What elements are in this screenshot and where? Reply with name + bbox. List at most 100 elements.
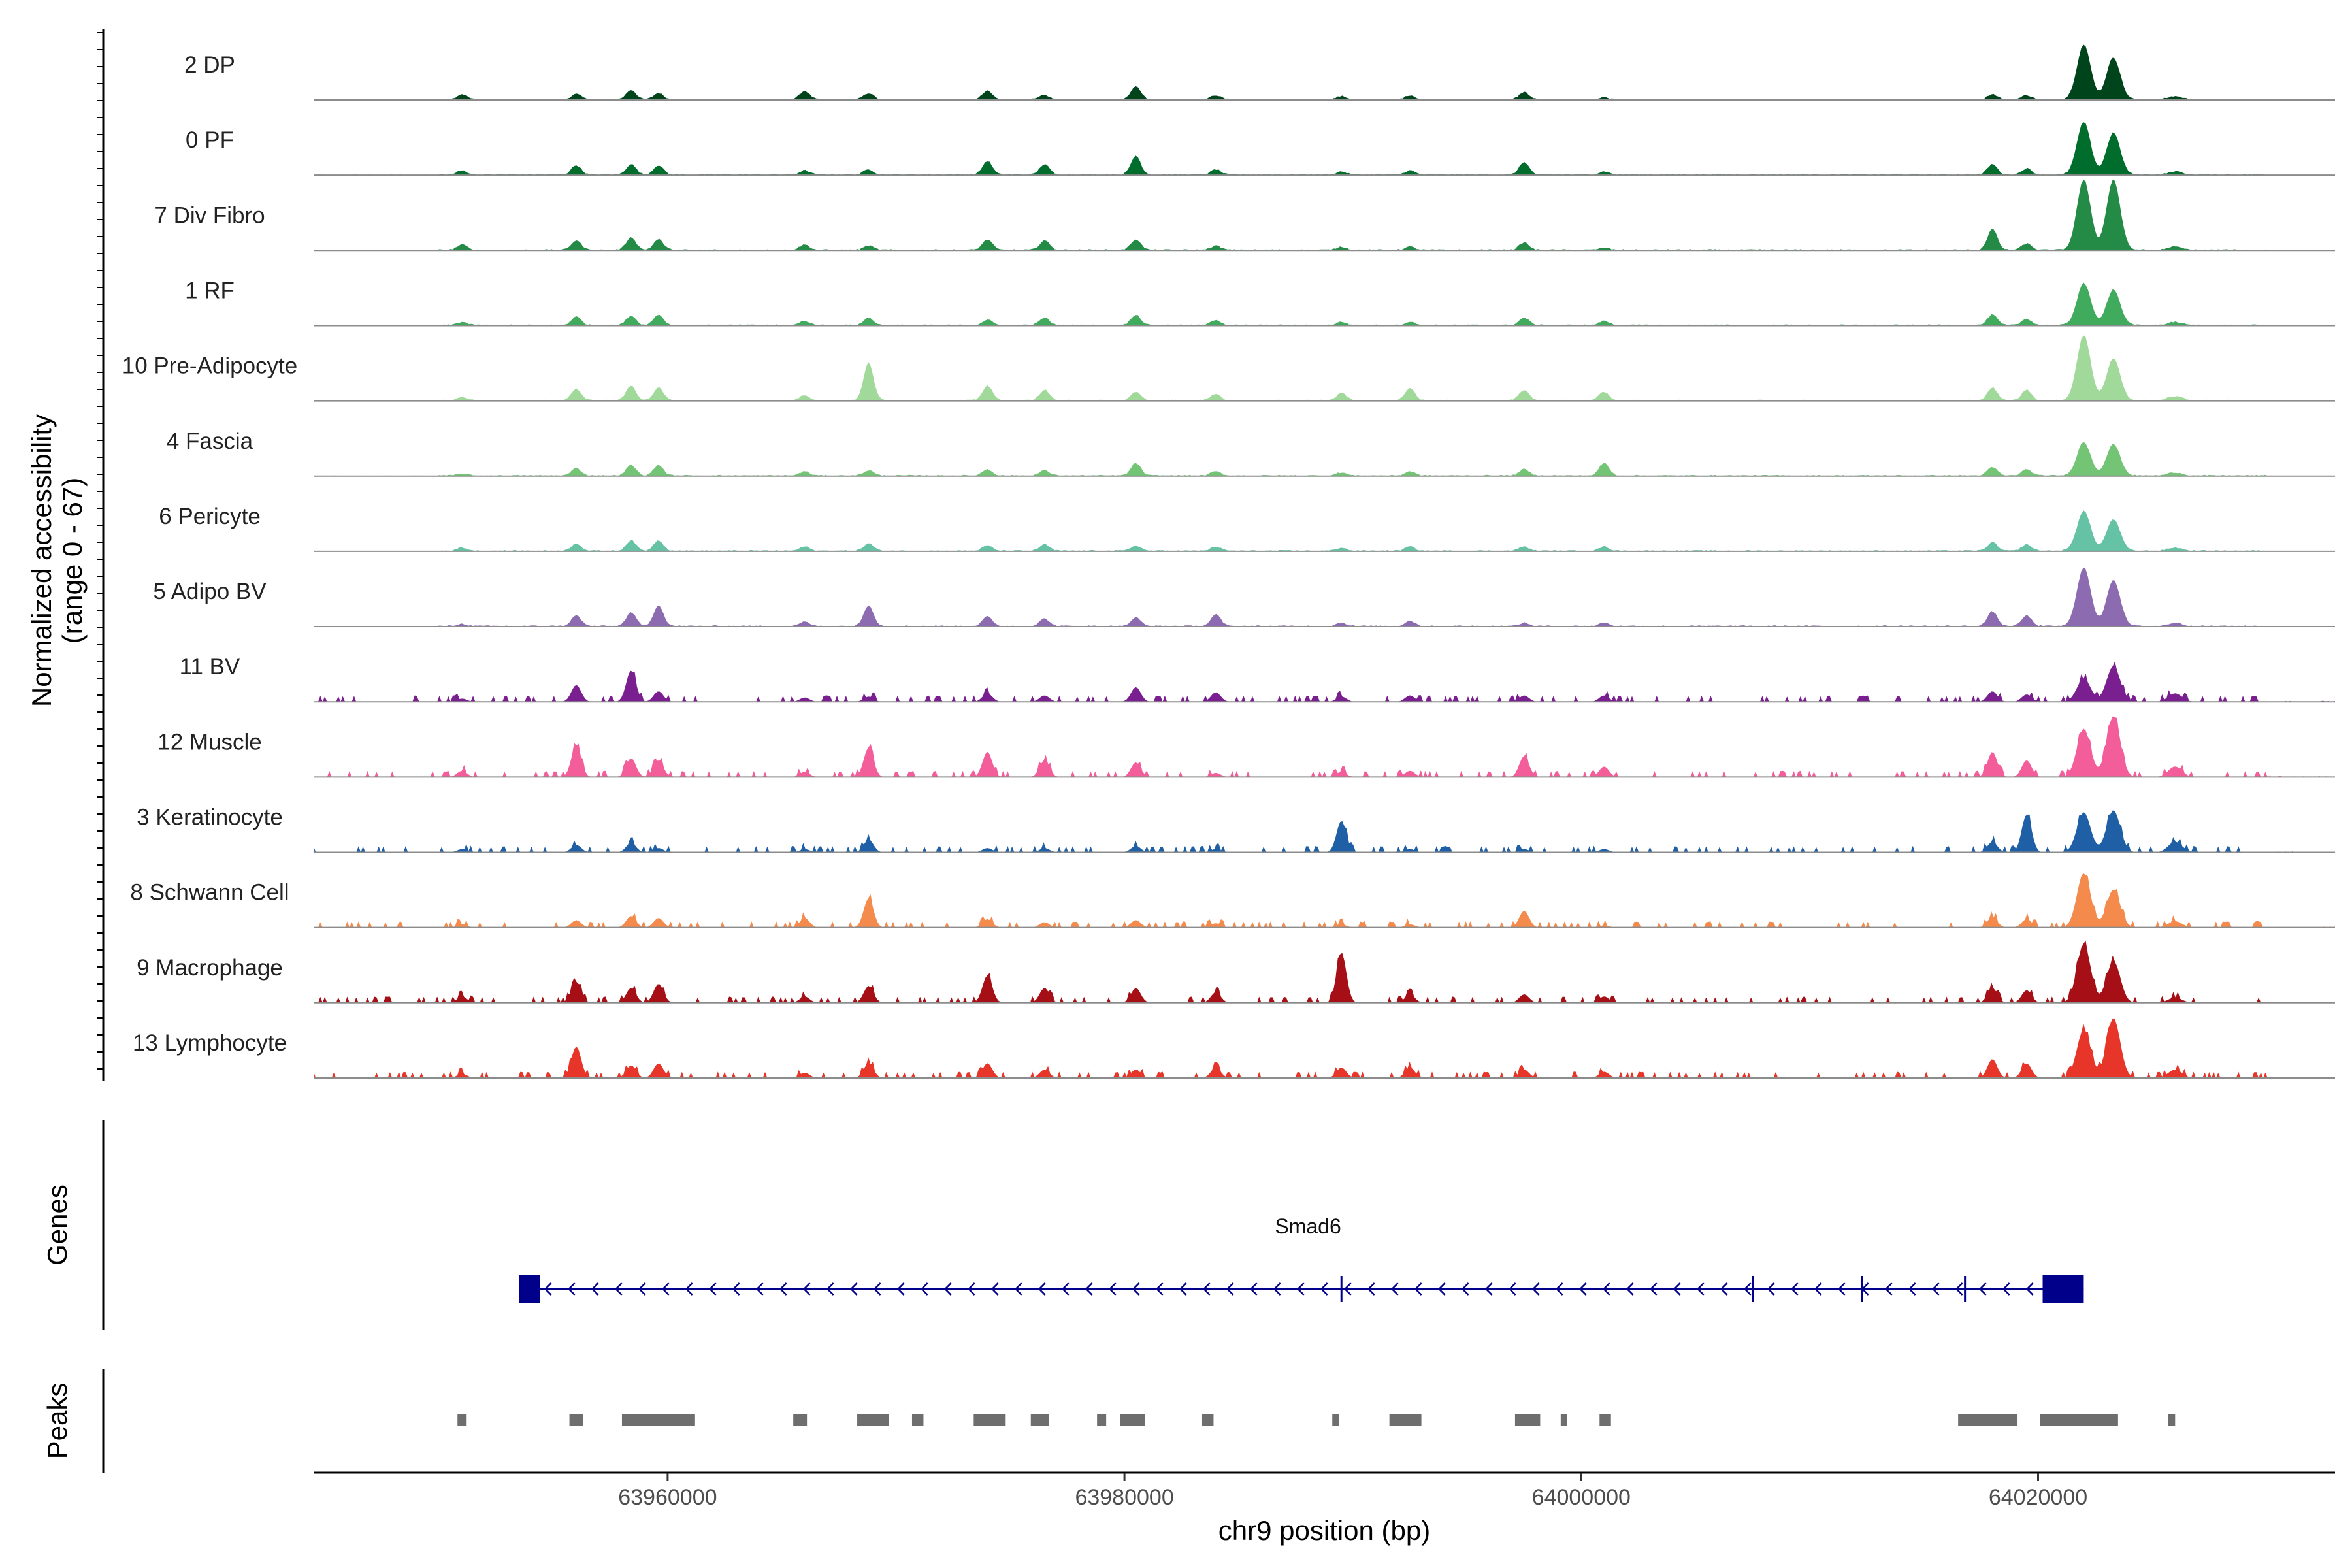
gene-strand-arrow [1249, 1282, 1258, 1296]
gene-strand-arrow [755, 1282, 764, 1296]
genes-panel-title: Genes [42, 1184, 73, 1266]
gene-strand-arrow [591, 1282, 599, 1296]
peak [793, 1414, 808, 1426]
gene-strand-arrow [1085, 1282, 1093, 1296]
gene-strand-arrow [1273, 1282, 1281, 1296]
gene-strand-arrow [1884, 1282, 1893, 1296]
coverage-y-axis-ticks [97, 32, 103, 1070]
peak [1097, 1414, 1107, 1426]
gene-strand-arrow [1367, 1282, 1375, 1296]
track-signal [314, 442, 2335, 476]
gene-strand-arrow [1625, 1282, 1634, 1296]
gene-strand-arrow [1837, 1282, 1846, 1296]
track-label: 13 Lymphocyte [133, 1030, 287, 1056]
peak [1120, 1414, 1145, 1426]
track-label: 5 Adipo BV [153, 579, 267, 604]
track-label: 7 Div Fibro [154, 203, 265, 228]
gene-strand-arrow [732, 1282, 740, 1296]
gene-strand-arrow [1484, 1282, 1493, 1296]
gene-strand-arrow [661, 1282, 670, 1296]
gene-strand-arrow [826, 1282, 834, 1296]
gene-strand-arrow [1320, 1282, 1328, 1296]
track-signal [314, 122, 2335, 176]
x-tick-label: 64000000 [1532, 1485, 1631, 1510]
track-signal [314, 335, 2335, 401]
gene-strand-arrow [1908, 1282, 1916, 1296]
track-signal [314, 810, 2335, 853]
gene-strand-arrow [708, 1282, 717, 1296]
peaks-panel-title: Peaks [42, 1383, 73, 1460]
gene-strand-arrow [1108, 1282, 1117, 1296]
gene-strand-arrow [849, 1282, 858, 1296]
track-signal [314, 282, 2335, 326]
track-signal [314, 567, 2335, 627]
x-tick-label: 63980000 [1075, 1485, 1173, 1510]
gene-strand-arrow [1931, 1282, 1940, 1296]
gene-strand-arrow [943, 1282, 952, 1296]
gene-exon [2042, 1275, 2084, 1303]
track-10-pre-adipocyte: 10 Pre-Adipocyte [122, 335, 2335, 402]
gene-strand-arrow [1814, 1282, 1822, 1296]
track-2-dp: 2 DP [184, 44, 2335, 101]
gene-strand-arrow [1061, 1282, 1070, 1296]
gene-strand-arrow [1978, 1282, 1987, 1296]
peak [1201, 1414, 1214, 1426]
track-signal [314, 716, 2335, 777]
gene-strand-arrow [1531, 1282, 1540, 1296]
peak [1030, 1414, 1049, 1426]
track-signal [314, 661, 2335, 702]
peak [1958, 1414, 2018, 1426]
gene-strand-arrow [1649, 1282, 1658, 1296]
peak [857, 1414, 890, 1426]
gene-strand-arrow [802, 1282, 811, 1296]
gene-strand-arrow [1673, 1282, 1681, 1296]
gene-strand-arrow [1555, 1282, 1563, 1296]
gene-label: Smad6 [1275, 1215, 1341, 1238]
track-label: 2 DP [184, 52, 235, 78]
gene-strand-arrow [920, 1282, 928, 1296]
peak [457, 1414, 467, 1426]
track-label: 11 BV [180, 654, 240, 679]
gene-strand-arrow [1743, 1282, 1752, 1296]
peak [1560, 1414, 1567, 1426]
peak [2040, 1414, 2118, 1426]
track-signal [314, 44, 2335, 100]
track-label: 8 Schwann Cell [130, 880, 289, 906]
track-signal [314, 940, 2335, 1003]
gene-strand-arrow [1296, 1282, 1305, 1296]
track-signal [314, 1018, 2335, 1078]
peak [1599, 1414, 1611, 1426]
track-signal [314, 872, 2335, 928]
track-13-lymphocyte: 13 Lymphocyte [133, 1018, 2335, 1079]
gene-strand-arrow [1202, 1282, 1211, 1296]
gene-strand-arrow [1390, 1282, 1399, 1296]
x-axis-title: chr9 position (bp) [1218, 1515, 1431, 1546]
track-5-adipo-bv: 5 Adipo BV [153, 567, 2335, 628]
gene-strand-arrow [1437, 1282, 1446, 1296]
gene-strand-arrow [2025, 1282, 2034, 1296]
coverage-y-axis-title-line2: (range 0 - 67) [57, 478, 88, 644]
track-12-muscle: 12 Muscle [157, 716, 2335, 778]
gene-strand-arrow [1226, 1282, 1234, 1296]
track-signal [314, 180, 2335, 251]
gene-strand-arrow [1155, 1282, 1164, 1296]
gene-strand-arrow [896, 1282, 905, 1296]
gene-strand-arrow [614, 1282, 623, 1296]
peak [1332, 1414, 1339, 1426]
track-label: 1 RF [185, 278, 235, 303]
track-signal [314, 510, 2335, 551]
gene-strand-arrow [1578, 1282, 1587, 1296]
x-tick-label: 64020000 [1989, 1485, 2087, 1510]
gene-strand-arrow [2002, 1282, 2010, 1296]
track-9-macrophage: 9 Macrophage [137, 940, 2335, 1004]
gene-strand-arrow [990, 1282, 999, 1296]
track-6-pericyte: 6 Pericyte [159, 504, 2335, 552]
gene-strand-arrow [1037, 1282, 1046, 1296]
track-11-bv: 11 BV [180, 654, 2335, 703]
gene-strand-arrow [567, 1282, 576, 1296]
gene-strand-arrow [1132, 1282, 1140, 1296]
peak [621, 1414, 695, 1426]
gene-strand-arrow [1179, 1282, 1187, 1296]
peak [1514, 1414, 1541, 1426]
